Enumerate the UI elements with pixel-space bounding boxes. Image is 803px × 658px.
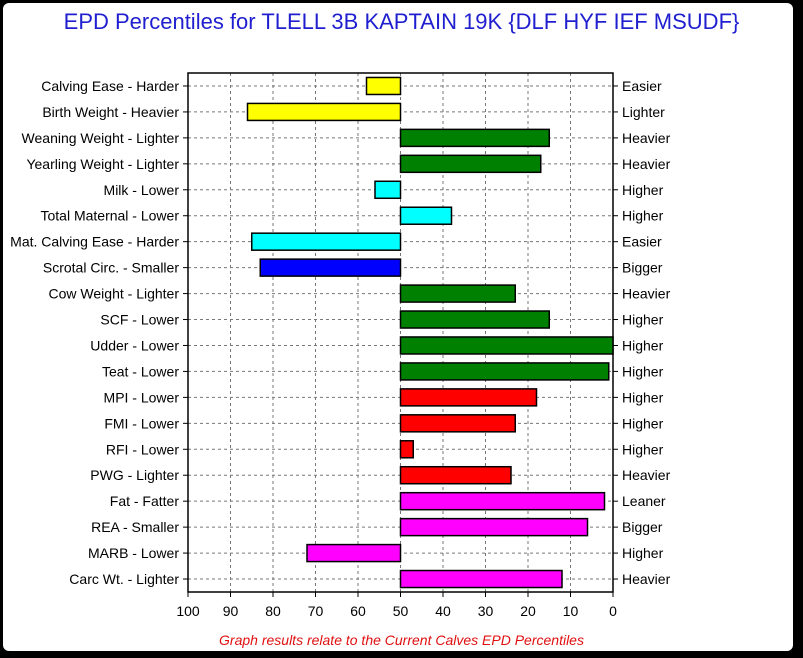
bar bbox=[399, 491, 606, 511]
bar bbox=[399, 206, 453, 225]
y-label-left: Birth Weight - Heavier bbox=[42, 104, 179, 120]
y-label-left: Udder - Lower bbox=[90, 337, 179, 353]
chart-footnote: Graph results relate to the Current Calv… bbox=[219, 632, 584, 648]
bar bbox=[399, 517, 589, 537]
y-label-right: Heavier bbox=[622, 130, 671, 146]
y-label-left: MPI - Lower bbox=[104, 389, 180, 405]
x-tick-label: 60 bbox=[350, 603, 366, 619]
bar bbox=[399, 284, 516, 303]
y-label-left: Fat - Fatter bbox=[110, 493, 180, 509]
y-label-right: Higher bbox=[622, 415, 664, 431]
x-tick-label: 30 bbox=[478, 603, 494, 619]
x-tick-label: 100 bbox=[176, 603, 200, 619]
bar bbox=[399, 310, 550, 329]
y-label-right: Leaner bbox=[622, 493, 666, 509]
y-label-right: Higher bbox=[622, 337, 664, 353]
y-label-right: Heavier bbox=[622, 156, 671, 172]
bar bbox=[399, 388, 538, 407]
y-label-left: Milk - Lower bbox=[104, 182, 180, 198]
y-label-left: Total Maternal - Lower bbox=[40, 208, 179, 224]
y-label-right: Higher bbox=[622, 441, 664, 457]
y-label-right: Higher bbox=[622, 545, 664, 561]
y-label-left: Carc Wt. - Lighter bbox=[69, 571, 179, 587]
y-label-right: Bigger bbox=[622, 260, 663, 276]
y-label-right: Easier bbox=[622, 78, 662, 94]
bar bbox=[399, 440, 414, 459]
x-tick-label: 90 bbox=[223, 603, 239, 619]
bar bbox=[306, 543, 402, 563]
y-label-left: Cow Weight - Lighter bbox=[49, 286, 180, 302]
y-label-left: Yearling Weight - Lighter bbox=[26, 156, 179, 172]
y-label-left: Scrotal Circ. - Smaller bbox=[43, 260, 179, 276]
bar bbox=[399, 154, 542, 174]
bar bbox=[374, 180, 402, 200]
y-label-left: Calving Ease - Harder bbox=[41, 78, 179, 94]
x-tick-label: 20 bbox=[520, 603, 536, 619]
y-label-left: REA - Smaller bbox=[91, 519, 179, 535]
y-label-right: Higher bbox=[622, 182, 664, 198]
y-label-left: Teat - Lower bbox=[102, 363, 179, 379]
bar bbox=[399, 465, 512, 485]
x-tick-label: 40 bbox=[435, 603, 451, 619]
y-label-right: Higher bbox=[622, 363, 664, 379]
y-label-left: FMI - Lower bbox=[104, 415, 179, 431]
chart-title: EPD Percentiles for TLELL 3B KAPTAIN 19K… bbox=[63, 9, 740, 34]
x-tick-label: 80 bbox=[265, 603, 281, 619]
bar bbox=[399, 414, 516, 433]
bar bbox=[246, 102, 402, 122]
y-label-right: Heavier bbox=[622, 467, 671, 483]
bar bbox=[259, 258, 402, 277]
y-label-right: Heavier bbox=[622, 571, 671, 587]
y-label-right: Lighter bbox=[622, 104, 665, 120]
y-label-left: Weaning Weight - Lighter bbox=[22, 130, 180, 146]
y-label-left: RFI - Lower bbox=[106, 441, 179, 457]
y-label-right: Easier bbox=[622, 234, 662, 250]
bar bbox=[399, 569, 563, 589]
y-label-left: SCF - Lower bbox=[100, 312, 179, 328]
y-label-left: MARB - Lower bbox=[88, 545, 179, 561]
y-label-right: Higher bbox=[622, 389, 664, 405]
y-label-right: Heavier bbox=[622, 286, 671, 302]
y-label-right: Higher bbox=[622, 312, 664, 328]
x-tick-label: 70 bbox=[308, 603, 324, 619]
bar bbox=[365, 76, 402, 96]
y-label-left: Mat. Calving Ease - Harder bbox=[10, 234, 179, 250]
x-tick-label: 10 bbox=[563, 603, 579, 619]
x-tick-label: 50 bbox=[393, 603, 409, 619]
bar bbox=[399, 336, 614, 355]
bar bbox=[399, 128, 550, 148]
x-tick-label: 0 bbox=[609, 603, 617, 619]
y-label-right: Bigger bbox=[622, 519, 663, 535]
y-label-right: Higher bbox=[622, 208, 664, 224]
bar bbox=[399, 362, 610, 381]
y-label-left: PWG - Lighter bbox=[90, 467, 179, 483]
bar bbox=[251, 232, 402, 251]
